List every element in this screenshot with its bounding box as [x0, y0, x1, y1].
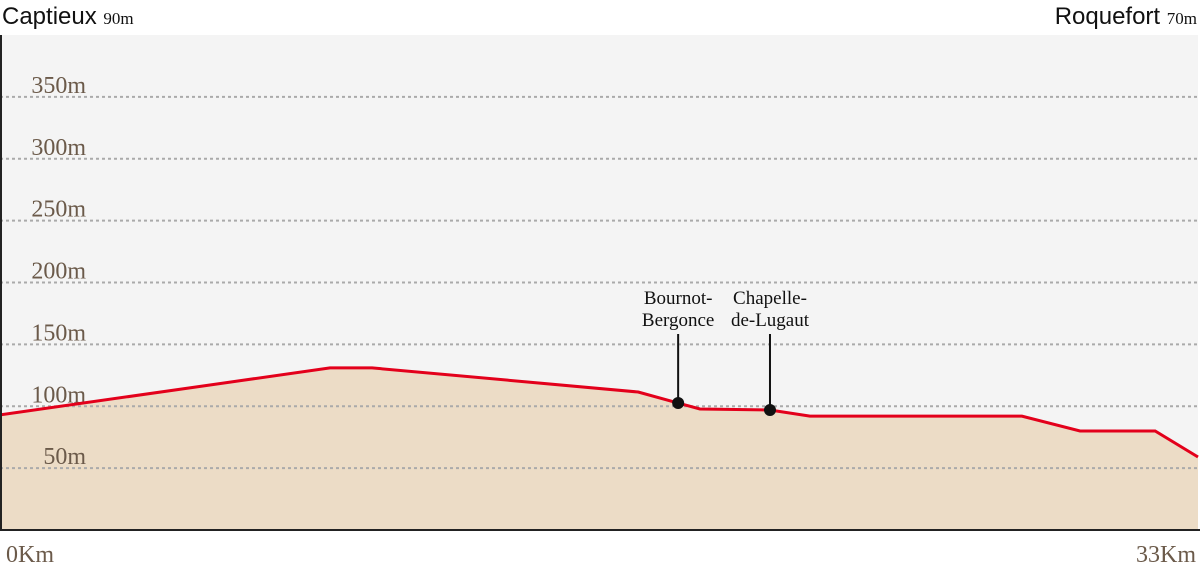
- y-tick-label: 200m: [31, 259, 86, 285]
- y-tick-label: 150m: [31, 320, 86, 346]
- waypoint-label: Bournot-: [644, 288, 713, 309]
- area: [0, 367, 1198, 530]
- y-tick-label: 300m: [31, 135, 86, 161]
- waypoint-label: Chapelle-: [733, 288, 807, 309]
- waypoint-label: de-Lugaut: [731, 310, 810, 331]
- waypoint-marker: [763, 403, 776, 416]
- line: [0, 366, 1199, 459]
- end-label: Roquefort 70m: [1055, 3, 1197, 30]
- x-tick-label: 33Km: [1136, 542, 1196, 568]
- y-tick-label: 50m: [43, 444, 86, 470]
- y-tick-label: 250m: [31, 197, 86, 223]
- end-name: Roquefort: [1055, 3, 1161, 30]
- waypoint-label: Bergonce: [642, 310, 714, 331]
- start-elevation: 90m: [103, 9, 133, 28]
- end-elevation: 70m: [1167, 9, 1197, 28]
- start-label: Captieux 90m: [2, 3, 134, 30]
- waypoint-marker: [672, 397, 685, 410]
- y-tick-label: 350m: [31, 73, 86, 99]
- start-name: Captieux: [2, 3, 97, 30]
- x-tick-label: 0Km: [6, 542, 54, 568]
